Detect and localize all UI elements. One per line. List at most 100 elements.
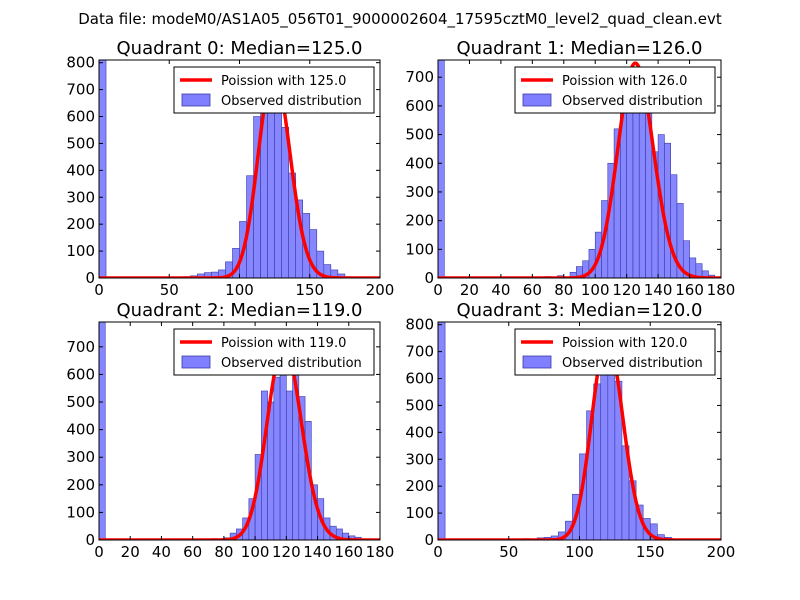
panels: Quadrant 0: Median=125.00 50 100 150 2000100… bbox=[66, 38, 735, 561]
y-tick-label: 100 bbox=[405, 504, 434, 522]
plot-area bbox=[99, 322, 380, 540]
x-tick-label: 50 bbox=[160, 281, 179, 299]
x-tick-label: 100 bbox=[565, 543, 594, 561]
y-tick-label: 600 bbox=[405, 370, 434, 388]
y-tick-label: 500 bbox=[66, 134, 95, 152]
subplot-title: Quadrant 0: Median=125.0 bbox=[117, 38, 363, 59]
y-tick-label: 200 bbox=[66, 476, 95, 494]
legend: Poission with 125.0 Observed distribution bbox=[173, 66, 375, 114]
y-tick-label: 500 bbox=[405, 126, 434, 144]
x-tick-label: 160 bbox=[675, 281, 704, 299]
x-tick-label: 200 bbox=[707, 543, 736, 561]
legend-hist-swatch bbox=[522, 93, 552, 107]
plot-area bbox=[438, 322, 721, 540]
y-tick-label: 200 bbox=[66, 215, 95, 233]
x-tick-label: 100 bbox=[225, 281, 254, 299]
y-tick-label: 300 bbox=[405, 450, 434, 468]
x-tick-label: 80 bbox=[214, 543, 233, 561]
legend: Poission with 120.0 Observed distribution bbox=[514, 328, 716, 376]
y-tick-label: 100 bbox=[405, 240, 434, 258]
poisson-fit-line bbox=[99, 343, 380, 540]
legend-fit-label: Poission with 119.0 bbox=[221, 336, 346, 351]
y-tick-label: 400 bbox=[405, 154, 434, 172]
y-tick-label: 500 bbox=[66, 393, 95, 411]
legend-hist-swatch bbox=[522, 355, 552, 369]
axes-frame bbox=[98, 321, 381, 541]
legend-hist-label: Observed distribution bbox=[221, 356, 362, 371]
x-tick-label: 120 bbox=[272, 543, 301, 561]
x-tick-label: 0 bbox=[94, 281, 104, 299]
histogram-bar bbox=[626, 102, 634, 278]
x-tick-label: 40 bbox=[491, 281, 510, 299]
x-tick-label: 20 bbox=[121, 543, 140, 561]
legend-box bbox=[173, 328, 375, 376]
plot-area bbox=[438, 60, 721, 278]
y-tick-label: 0 bbox=[85, 269, 95, 287]
histogram-bar bbox=[438, 322, 446, 540]
y-tick-label: 200 bbox=[405, 212, 434, 230]
y-tick-label: 800 bbox=[405, 316, 434, 334]
histogram-bar bbox=[273, 376, 281, 540]
legend-hist-swatch bbox=[181, 355, 211, 369]
y-tick-label: 300 bbox=[405, 183, 434, 201]
y-tick-label: 500 bbox=[405, 396, 434, 414]
histogram-bar bbox=[99, 322, 106, 540]
legend-fit-label: Poission with 126.0 bbox=[562, 74, 687, 89]
y-tick-label: 400 bbox=[405, 423, 434, 441]
x-tick-label: 20 bbox=[460, 281, 479, 299]
y-tick-label: 300 bbox=[66, 188, 95, 206]
histogram-bar bbox=[286, 390, 293, 540]
legend: Poission with 119.0 Observed distribution bbox=[173, 328, 375, 376]
figure-suptitle: Data file: modeM0/AS1A05_056T01_90000026… bbox=[78, 10, 722, 29]
y-tick-label: 0 bbox=[85, 531, 95, 549]
x-tick-label: 100 bbox=[581, 281, 610, 299]
y-tick-label: 700 bbox=[405, 343, 434, 361]
histogram-bar bbox=[99, 60, 107, 278]
plot-area bbox=[99, 60, 380, 278]
x-tick-label: 140 bbox=[303, 543, 332, 561]
subplot-title: Quadrant 3: Median=120.0 bbox=[457, 300, 703, 321]
y-tick-label: 400 bbox=[66, 421, 95, 439]
x-tick-label: 200 bbox=[366, 281, 395, 299]
y-tick-label: 600 bbox=[405, 97, 434, 115]
x-tick-label: 50 bbox=[499, 543, 518, 561]
y-tick-label: 600 bbox=[66, 108, 95, 126]
x-tick-label: 60 bbox=[183, 543, 202, 561]
subplot-title: Quadrant 1: Median=126.0 bbox=[457, 38, 703, 59]
x-tick-label: 150 bbox=[636, 543, 665, 561]
x-tick-label: 0 bbox=[433, 281, 443, 299]
histogram-bar bbox=[281, 126, 289, 278]
legend: Poission with 126.0 Observed distribution bbox=[514, 66, 716, 114]
y-tick-label: 200 bbox=[405, 477, 434, 495]
axes-frame bbox=[437, 59, 722, 279]
legend-hist-label: Observed distribution bbox=[562, 94, 703, 109]
x-tick-label: 80 bbox=[554, 281, 573, 299]
histogram-bar bbox=[600, 356, 609, 540]
histogram-bar bbox=[649, 523, 658, 540]
x-tick-label: 100 bbox=[241, 543, 270, 561]
y-tick-label: 400 bbox=[66, 161, 95, 179]
histogram-bar bbox=[438, 60, 445, 278]
histogram-bar bbox=[664, 142, 671, 278]
poisson-fit-line bbox=[438, 61, 721, 278]
histogram-bar bbox=[267, 94, 275, 278]
x-tick-label: 150 bbox=[295, 281, 324, 299]
y-tick-label: 600 bbox=[66, 365, 95, 383]
y-tick-label: 100 bbox=[66, 503, 95, 521]
histogram-bar bbox=[279, 352, 287, 540]
y-tick-label: 700 bbox=[66, 338, 95, 356]
histogram-bar bbox=[701, 270, 709, 278]
legend-hist-swatch bbox=[181, 93, 211, 107]
y-tick-label: 700 bbox=[405, 68, 434, 86]
legend-fit-label: Poission with 120.0 bbox=[562, 336, 687, 351]
y-tick-label: 100 bbox=[66, 242, 95, 260]
subplot-quadrant-0: Quadrant 0: Median=125.0 0 50 100 150 200 0 100… bbox=[66, 38, 394, 299]
y-tick-label: 0 bbox=[424, 269, 434, 287]
y-tick-label: 0 bbox=[424, 531, 434, 549]
x-tick-label: 180 bbox=[707, 281, 736, 299]
subplot-quadrant-2: Quadrant 2: Median=119.00 20 40 60 80 100 120 1… bbox=[66, 300, 394, 561]
x-tick-label: 120 bbox=[612, 281, 641, 299]
legend-fit-label: Poission with 125.0 bbox=[221, 74, 346, 89]
subplot-quadrant-3: Quadrant 3: Median=120.0 0 50 100 150 200 0 100… bbox=[405, 300, 735, 561]
